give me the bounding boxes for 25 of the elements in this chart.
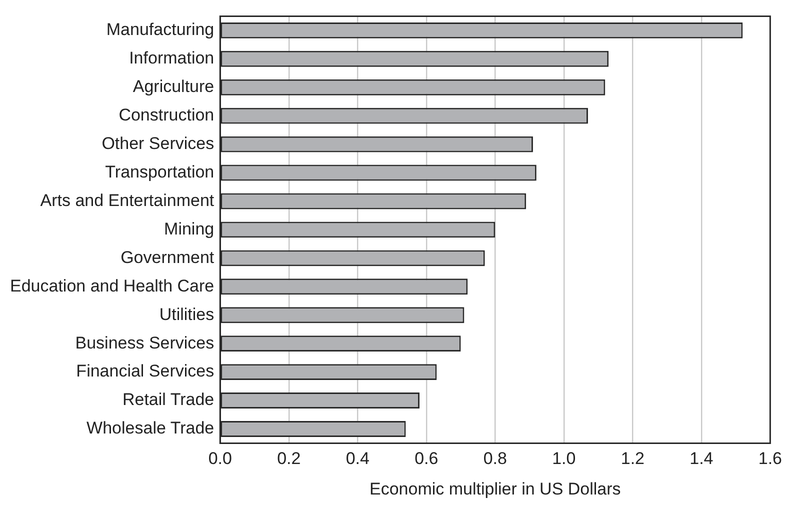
x-tick-label: 1.2 [620, 449, 644, 468]
x-tick-label: 1.4 [690, 449, 714, 468]
y-tick-label: Government [120, 248, 214, 267]
x-tick-label: 0.0 [208, 449, 232, 468]
y-tick-label: Retail Trade [122, 390, 214, 410]
y-tick-label: Business Services [75, 333, 214, 352]
x-tick-label: 1.6 [758, 449, 782, 468]
x-tick-label: 0.6 [414, 449, 438, 468]
x-axis-title: Economic multiplier in US Dollars [370, 479, 621, 498]
y-tick-label: Agriculture [132, 77, 214, 96]
y-tick-label: Other Services [102, 134, 214, 153]
y-tick-label: Mining [164, 219, 214, 238]
y-tick-label: Manufacturing [106, 20, 214, 40]
y-tick-label: Financial Services [76, 362, 214, 381]
x-tick-label: 0.4 [346, 449, 370, 468]
y-tick-label: Utilities [159, 304, 214, 324]
x-tick-label: 1.0 [552, 449, 576, 468]
y-tick-label: Wholesale Trade [86, 418, 214, 438]
y-tick-label: Education and Health Care [10, 276, 214, 296]
y-tick-label: Information [129, 48, 214, 68]
y-tick-label: Construction [118, 106, 214, 125]
y-tick-label: Arts and Entertainment [40, 190, 214, 210]
y-tick-label: Transportation [105, 162, 214, 182]
x-tick-label: 0.8 [483, 449, 507, 468]
x-tick-label: 0.2 [277, 449, 301, 468]
